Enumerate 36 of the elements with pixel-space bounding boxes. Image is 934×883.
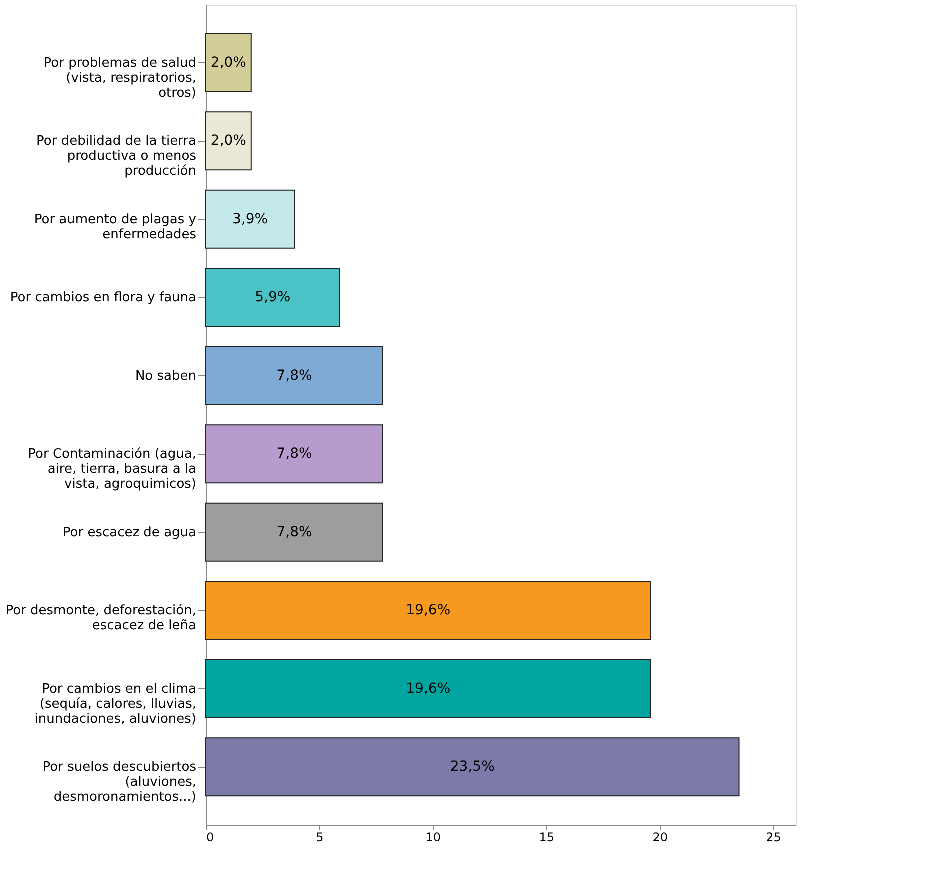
x-tick-label: 5 — [316, 830, 324, 844]
y-tick-label: Por debilidad de la tierra productiva o menos producción — [36, 134, 197, 180]
y-tick-label: Por cambios en flora y fauna — [10, 290, 196, 306]
bar — [206, 33, 252, 92]
y-tick-label: Por cambios en el clima (sequía, calores, lluvias, inundaciones, aluviones) — [34, 682, 196, 727]
data-label: 5,9% — [255, 290, 291, 306]
bar — [206, 424, 384, 484]
data-label: 2,0% — [210, 54, 246, 71]
data-label: 7,8% — [276, 524, 312, 540]
y-tick-label: Por suelos descubiertos (aluviones, desmoronamientos...) — [42, 760, 197, 806]
data-label: 19,6% — [406, 680, 451, 697]
bar — [206, 738, 740, 797]
y-tick-label: Por Contaminación (agua, aire, tierra, basura a la vista, agroquimicos) — [28, 447, 196, 492]
bar — [206, 268, 340, 328]
x-tick-label: 20 — [652, 830, 668, 844]
y-tick-label: Por aumento de plagas y enfermedades — [34, 212, 197, 242]
bar — [206, 581, 652, 640]
data-label: 2,0% — [210, 133, 246, 150]
data-label: 19,6% — [406, 602, 451, 619]
data-label: 23,5% — [450, 759, 495, 776]
y-tick-label: Por problemas de salud (vista, respiratorios, otros) — [44, 56, 196, 101]
bar — [206, 502, 384, 562]
y-tick-label: No saben — [135, 368, 196, 384]
x-tick-label: 15 — [539, 830, 555, 844]
data-label: 7,8% — [276, 446, 312, 462]
bar — [206, 346, 384, 406]
x-tick-label: 0 — [206, 830, 214, 844]
data-label: 7,8% — [276, 368, 312, 384]
y-tick-label: Por desmonte, deforestación, escacez de leña — [6, 604, 196, 634]
bar — [206, 659, 652, 718]
y-tick-label: Por escacez de agua — [62, 525, 196, 540]
x-tick-label: 10 — [426, 830, 442, 844]
x-tick-label: 25 — [766, 830, 782, 844]
bar — [206, 190, 295, 249]
bar — [206, 112, 252, 171]
data-label: 3,9% — [232, 211, 268, 228]
